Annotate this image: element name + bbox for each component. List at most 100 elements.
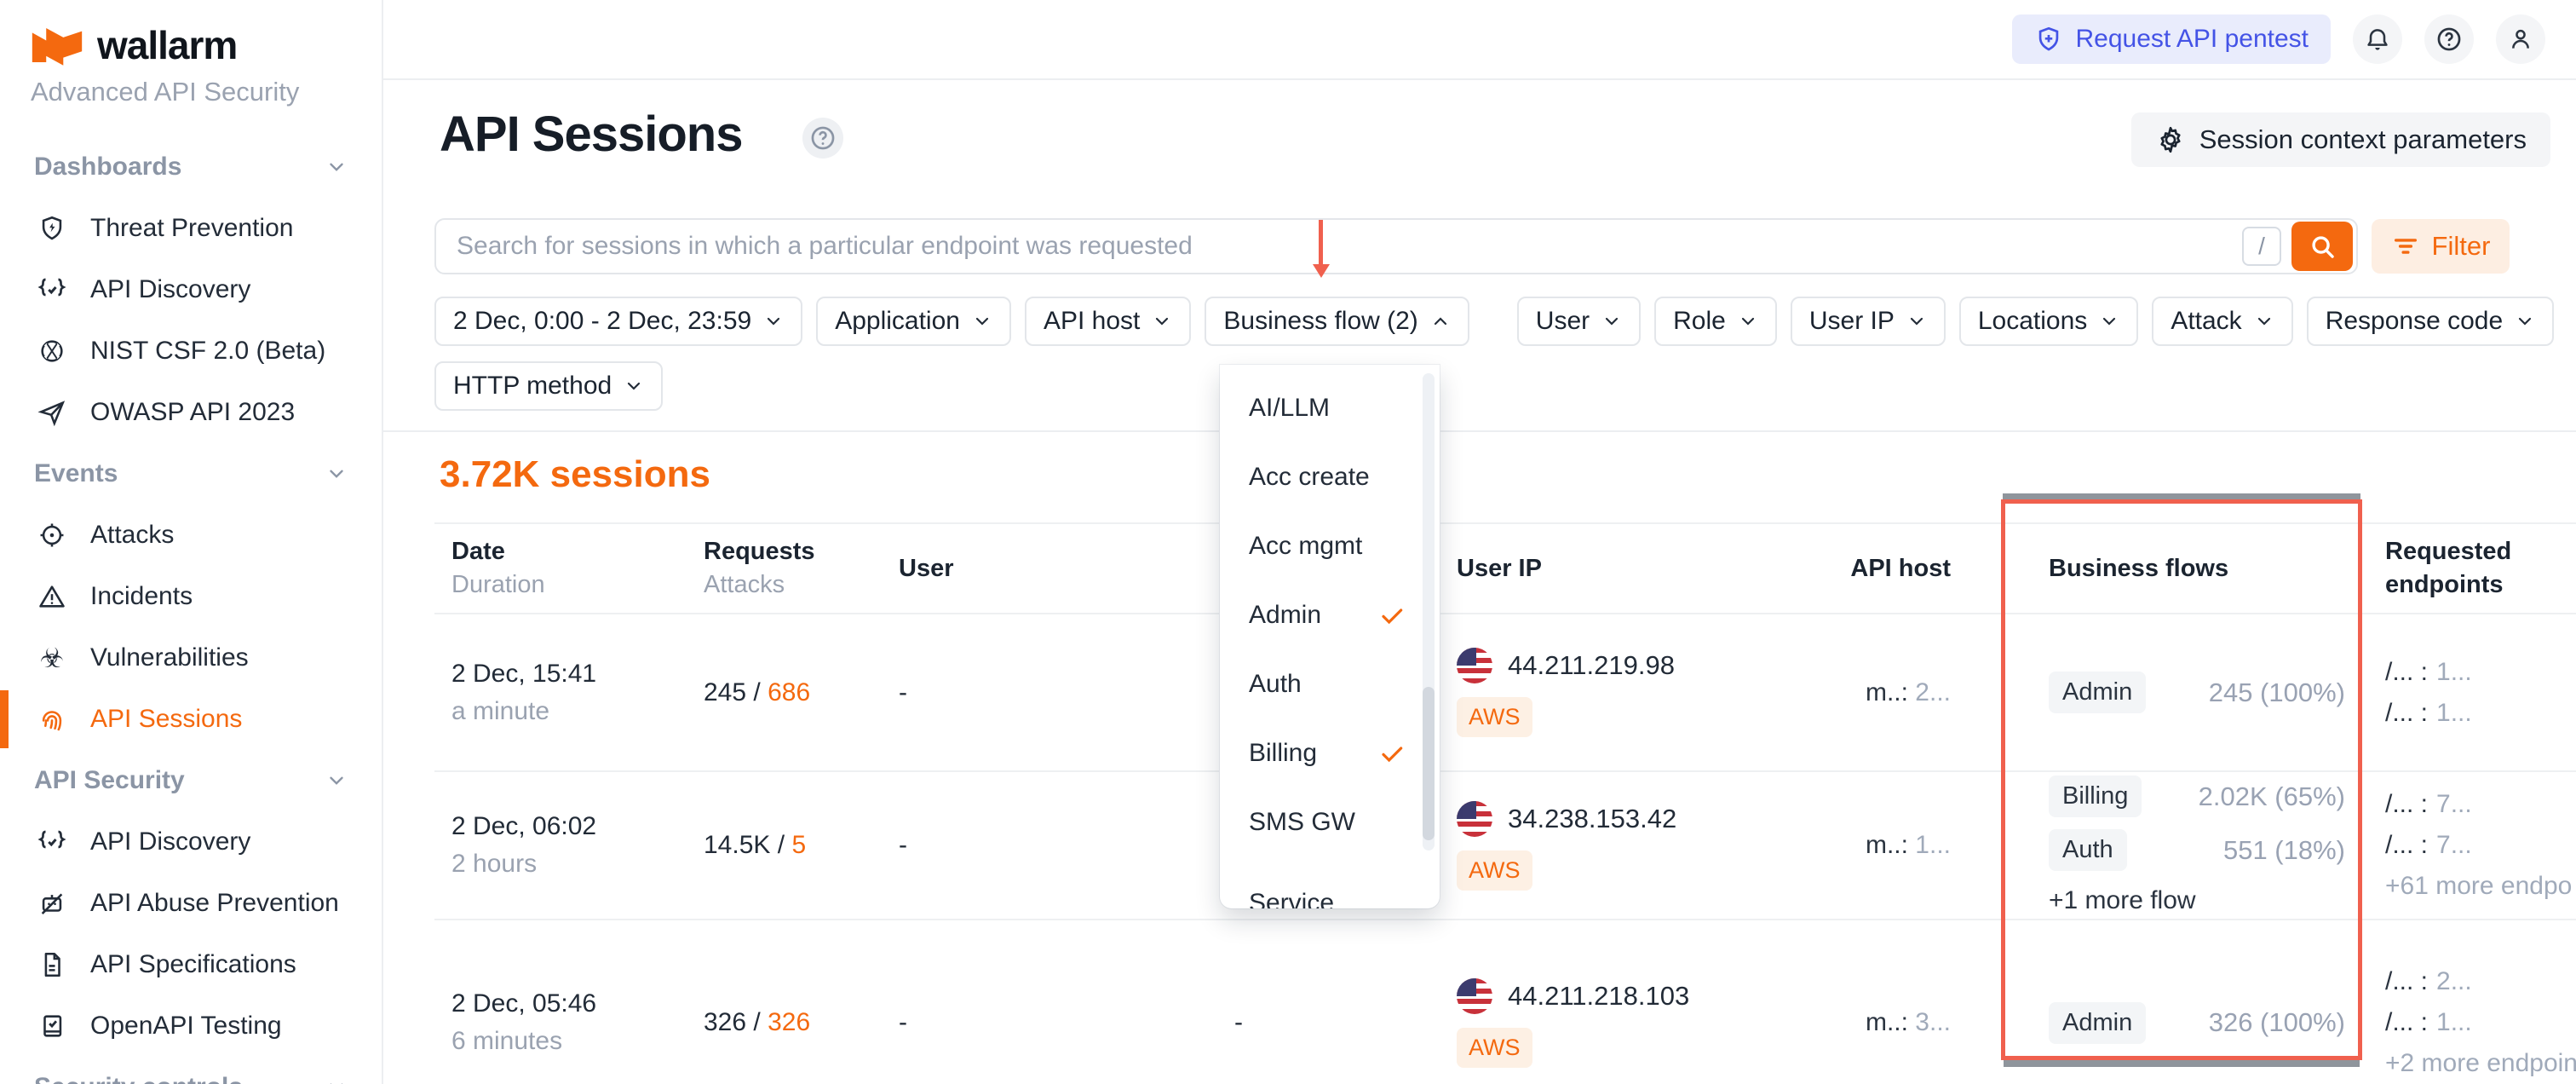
book-check-icon <box>34 1012 70 1041</box>
table-row[interactable]: 2 Dec, 06:02 2 hours 14.5K / 5 - 34.238.… <box>434 772 2576 920</box>
user-chip[interactable]: User <box>1516 297 1642 346</box>
sidebar-item-attacks[interactable]: Attacks <box>0 505 382 566</box>
account-button[interactable] <box>2496 14 2545 64</box>
col-header-date[interactable]: Date Duration <box>451 538 545 598</box>
flow-line: Admin 245 (100%) <box>2049 672 2345 713</box>
more-endpoints-link[interactable]: +2 more endpoint <box>2385 1049 2576 1077</box>
table-row[interactable]: 2 Dec, 15:41 a minute 245 / 686 - 44.211… <box>434 614 2576 772</box>
request-api-pentest-button[interactable]: Request API pentest <box>2012 14 2331 64</box>
filter-icon <box>2394 239 2417 254</box>
sidebar-section-api-security[interactable]: API Security <box>0 750 382 811</box>
chevron-down-icon <box>972 311 992 332</box>
flow-line: Auth 551 (18%) <box>2049 829 2345 871</box>
chevron-down-icon <box>325 1076 348 1084</box>
api-host-cell: m..: 1... <box>1865 831 1951 859</box>
attack-chip[interactable]: Attack <box>2152 297 2293 346</box>
user-ip-cell: 34.238.153.42 AWS <box>1457 772 1676 919</box>
business-flows-cell: Admin 326 (100%) <box>2049 920 2345 1084</box>
filter-button[interactable]: Filter <box>2372 219 2510 274</box>
col-header-requested-endpoints[interactable]: Requested endpoints <box>2385 538 2512 598</box>
braces-check-icon <box>34 274 70 305</box>
locations-chip[interactable]: Locations <box>1958 297 2139 346</box>
sidebar-item-incidents[interactable]: Incidents <box>0 566 382 627</box>
dropdown-option-admin[interactable]: Admin <box>1220 580 1440 649</box>
sidebar-item-threat-prevention[interactable]: Threat Prevention <box>0 198 382 259</box>
shield-plus-icon <box>2039 26 2059 51</box>
question-circle-icon <box>2437 27 2461 51</box>
dropdown-option-acc-create[interactable]: Acc create <box>1249 462 1370 491</box>
help-button[interactable] <box>2424 14 2474 64</box>
dropdown-option-acc-mgmt[interactable]: Acc mgmt <box>1249 531 1363 560</box>
notifications-button[interactable] <box>2353 14 2402 64</box>
sidebar-item-nist-csf[interactable]: NIST CSF 2.0 (Beta) <box>0 320 382 382</box>
sidebar-item-api-specifications[interactable]: API Specifications <box>0 934 382 995</box>
chevron-down-icon <box>325 156 348 178</box>
application-chip[interactable]: Application <box>816 297 1011 346</box>
chevron-up-icon <box>1430 311 1451 332</box>
filter-chips-row: 2 Dec, 0:00 - 2 Dec, 23:59 Application A… <box>434 297 2555 346</box>
more-endpoints-link[interactable]: +61 more endpo <box>2385 872 2573 900</box>
col-header-user[interactable]: User <box>899 554 954 582</box>
role-chip[interactable]: Role <box>1654 297 1777 346</box>
bell-icon <box>2367 29 2388 50</box>
requested-endpoints-cell: /... :1... /... :1... <box>2385 657 2472 727</box>
sessions-count: 3.72K sessions <box>440 453 710 495</box>
us-flag-icon <box>1457 977 1492 1014</box>
sidebar-item-api-abuse-prevention[interactable]: API Abuse Prevention <box>0 873 382 934</box>
search-icon <box>2312 236 2334 258</box>
sidebar-item-owasp[interactable]: OWASP API 2023 <box>0 382 382 443</box>
chevron-down-icon <box>1738 311 1758 332</box>
sidebar-item-vulnerabilities[interactable]: ☣ Vulnerabilities <box>0 627 382 689</box>
sidebar-section-events[interactable]: Events <box>0 443 382 505</box>
fingerprint-icon <box>34 705 70 734</box>
search-button[interactable] <box>2291 222 2353 271</box>
dropdown-option-auth[interactable]: Auth <box>1249 669 1302 698</box>
biohazard-icon: ☣ <box>39 643 65 673</box>
flow-chip: Admin <box>2049 672 2147 713</box>
table-header: Date Duration Requests Attacks User User… <box>434 522 2576 614</box>
response-code-chip[interactable]: Response code <box>2306 297 2555 346</box>
flow-chip: Admin <box>2049 1001 2147 1044</box>
dropdown-option-service-clipped[interactable]: Service <box>1249 888 1335 909</box>
section-divider <box>383 430 2576 432</box>
user-ip-chip[interactable]: User IP <box>1790 297 1946 346</box>
sidebar-item-openapi-testing[interactable]: OpenAPI Testing <box>0 995 382 1057</box>
sidebar-item-api-sessions[interactable]: API Sessions <box>0 689 382 750</box>
table-row[interactable]: 2 Dec, 05:46 6 minutes 326 / 326 - - 44.… <box>434 920 2576 1084</box>
brand-logo[interactable]: wallarm <box>31 22 382 68</box>
user-cell: - <box>899 831 907 859</box>
slash-shortcut-hint: / <box>2242 227 2281 266</box>
aws-tag: AWS <box>1457 1027 1532 1068</box>
col-header-requests[interactable]: Requests Attacks <box>704 538 815 598</box>
col-header-user-ip[interactable]: User IP <box>1457 554 1542 582</box>
api-host-chip[interactable]: API host <box>1024 297 1192 346</box>
business-flow-chip[interactable]: Business flow (2) <box>1205 297 1469 346</box>
brand-subtitle: Advanced API Security <box>31 77 300 107</box>
col-header-business-flows[interactable]: Business flows <box>2049 554 2229 582</box>
more-flows-link[interactable]: +1 more flow <box>2049 886 2196 914</box>
date-cell: 2 Dec, 15:41 a minute <box>451 659 597 725</box>
dropdown-option-billing[interactable]: Billing <box>1220 718 1440 787</box>
aws-tag: AWS <box>1457 697 1532 737</box>
session-context-parameters-button[interactable]: Session context parameters <box>2130 112 2550 167</box>
flow-chip: Auth <box>2049 829 2127 871</box>
date-range-chip[interactable]: 2 Dec, 0:00 - 2 Dec, 23:59 <box>434 297 803 346</box>
requests-cell: 14.5K / 5 <box>704 831 807 859</box>
brand-name: wallarm <box>97 23 238 67</box>
sidebar-section-security-controls[interactable]: Security controls <box>0 1057 382 1084</box>
us-flag-icon <box>1457 800 1492 837</box>
col-header-api-host[interactable]: API host <box>1850 554 1951 582</box>
sidebar-item-api-discovery[interactable]: API Discovery <box>0 259 382 320</box>
us-flag-icon <box>1457 648 1492 683</box>
sidebar-section-dashboards[interactable]: Dashboards <box>0 136 382 198</box>
user-cell: - <box>899 678 907 706</box>
dropdown-scrollbar-thumb[interactable] <box>1423 687 1435 840</box>
requests-cell: 326 / 326 <box>704 1008 811 1036</box>
http-method-chip[interactable]: HTTP method <box>434 361 664 411</box>
title-help-icon[interactable] <box>802 118 843 159</box>
dropdown-option-sms-gw[interactable]: SMS GW <box>1249 807 1355 836</box>
sidebar-item-api-discovery-2[interactable]: API Discovery <box>0 811 382 873</box>
dropdown-option-ai-llm[interactable]: AI/LLM <box>1249 393 1331 422</box>
search-input[interactable] <box>436 220 2242 273</box>
flow-line: Admin 326 (100%) <box>2049 1001 2345 1044</box>
